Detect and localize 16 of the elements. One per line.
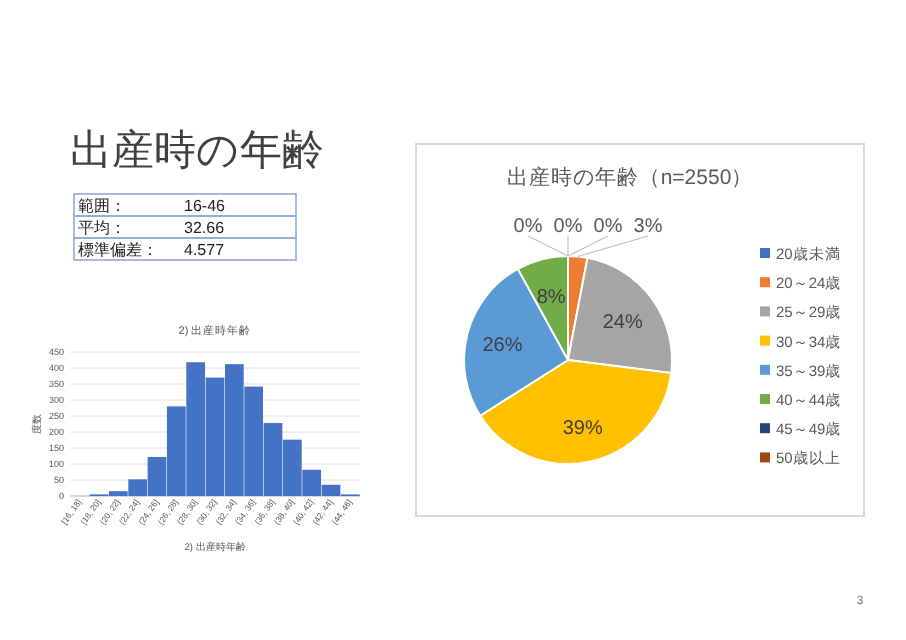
text: 標準偏差：	[78, 241, 158, 259]
chart-title: 出産時の年齢（n=2550）	[506, 164, 754, 190]
data-label: 3%	[633, 216, 663, 238]
text: 出産時の年齢	[70, 128, 324, 174]
data-label: 24%	[602, 312, 643, 335]
text: 0%	[513, 216, 543, 238]
data-label: 8%	[536, 286, 566, 309]
data-label: 26%	[482, 335, 523, 358]
text: 16-46	[184, 197, 227, 215]
data-label: 39%	[562, 417, 603, 440]
text: 0%	[553, 216, 583, 238]
text: 平均：	[78, 219, 126, 237]
text: 範囲：	[78, 197, 126, 215]
text: 32.66	[184, 219, 226, 237]
text: 4.577	[184, 241, 226, 259]
text: 0%	[593, 216, 623, 238]
